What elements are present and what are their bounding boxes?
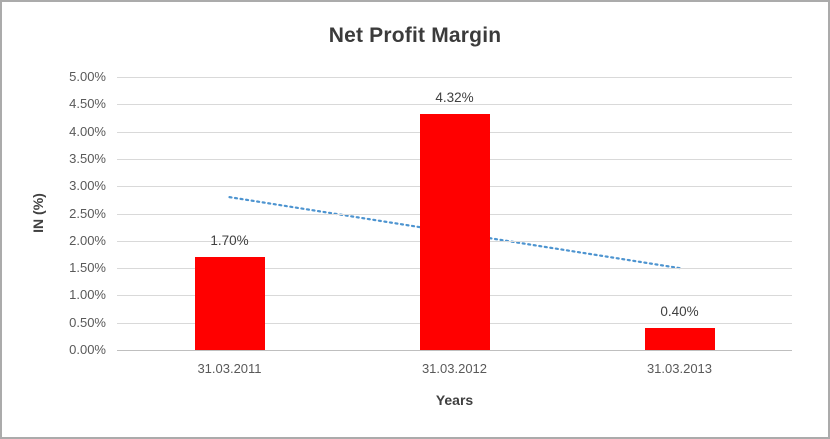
y-tick-label: 2.00%: [69, 232, 106, 248]
y-tick-label: 4.00%: [69, 123, 106, 139]
y-tick-label: 1.50%: [69, 260, 106, 276]
x-tick-label: 31.03.2013: [646, 361, 713, 376]
bar-31.03.2013: [644, 328, 715, 350]
bar-31.03.2012: [419, 114, 490, 350]
y-tick-label: 0.00%: [69, 342, 106, 357]
y-tick-label: 0.50%: [69, 314, 106, 330]
bar-data-label: 4.32%: [435, 90, 474, 106]
gridline: [117, 77, 792, 78]
bar-data-label: 1.70%: [210, 233, 249, 249]
x-axis-title: Years: [435, 392, 474, 408]
y-tick-label: 2.50%: [69, 205, 106, 221]
gridline: [117, 104, 792, 106]
y-tick-label: 1.00%: [69, 287, 106, 303]
y-tick-label: 4.50%: [69, 96, 106, 112]
bar-data-label: 0.40%: [660, 304, 699, 320]
chart-title: Net Profit Margin: [328, 24, 502, 47]
plot-area: [117, 77, 792, 351]
bar-31.03.2011: [194, 257, 265, 350]
y-tick-label: 3.00%: [69, 178, 106, 194]
y-tick-label: 5.00%: [69, 69, 106, 84]
y-tick-label: 3.50%: [69, 150, 106, 166]
x-axis-line: [117, 350, 792, 351]
x-tick-label: 31.03.2011: [197, 361, 262, 376]
x-tick-label: 31.03.2012: [421, 361, 488, 376]
